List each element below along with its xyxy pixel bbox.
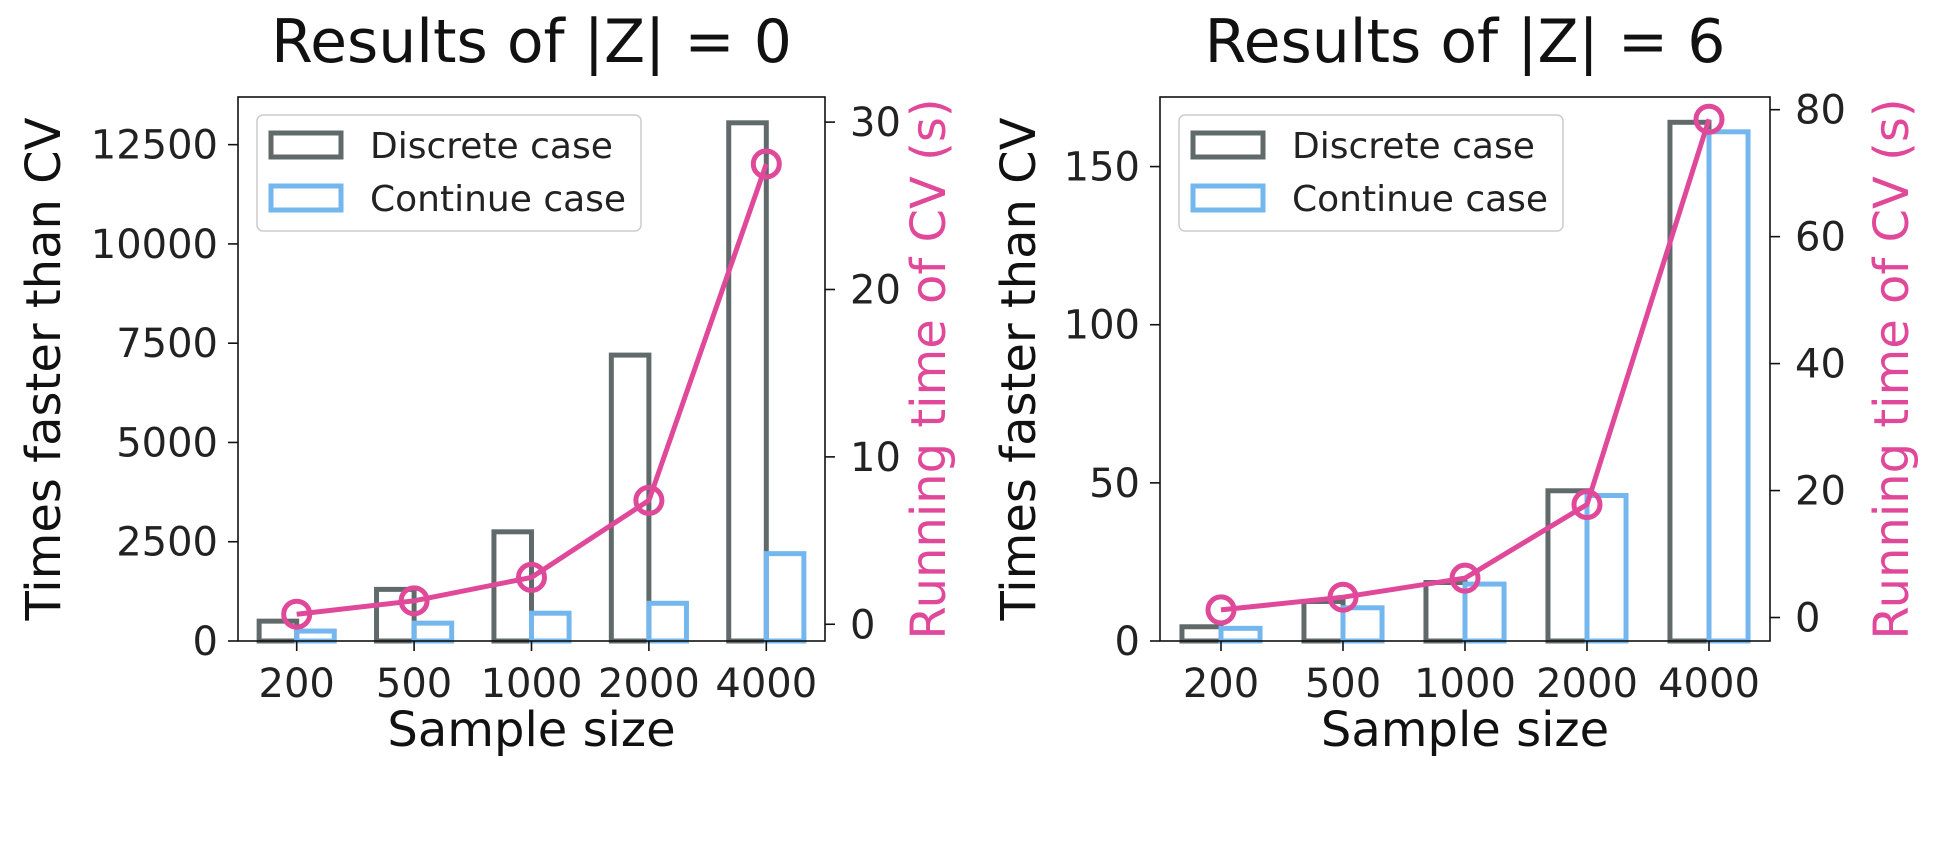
runtime-point-1000 [516,561,547,593]
discrete-bar-4000 [1667,119,1712,644]
y2-tick-label: 80 [1795,88,1846,134]
legend-swatch [1190,183,1266,213]
y-tick-label: 0 [193,619,218,665]
legend-swatch [1190,130,1266,160]
x-tick-label: 1000 [1414,661,1516,707]
continue-bar-1000 [529,610,572,644]
y2-tick-label: 40 [1795,342,1846,388]
runtime-point-4000 [1693,103,1725,135]
runtime-point-500 [398,585,430,617]
continue-bar-2000 [646,600,689,644]
x-tick-label: 500 [376,661,452,707]
x-tick-label: 2000 [1536,661,1638,707]
legend-box [256,114,642,232]
runtime-point-200 [1205,594,1237,626]
legend-label: Continue case [1292,179,1548,220]
runtime-point-500 [1327,581,1359,613]
x-tick-label: 4000 [715,661,817,707]
continue-bar-4000 [763,551,807,644]
y-tick-label: 50 [1089,461,1140,507]
x-axis-label: Sample size [1321,702,1609,758]
discrete-bar-200 [1179,624,1224,644]
y-tick-label: 7500 [116,321,218,367]
y2-tick-label: 0 [1795,596,1820,642]
y-axis-label: Times faster than CV [991,117,1047,621]
chart-panel-z0: 0 2500 5000 7500 10000 12500 0 10 20 30 200 500 1000… [16,7,957,758]
runtime-line [296,163,769,617]
y-tick-label: 100 [1064,303,1140,349]
runtime-point-200 [281,598,313,630]
x-tick-label: 4000 [1658,661,1760,707]
y2-tick-label: 10 [850,435,901,481]
x-axis-label: Sample size [387,702,675,758]
continue-bar-200 [1218,625,1263,644]
legend: Discrete case Continue case [256,114,642,232]
y2-axis-label: Running time of CV (s) [1864,98,1920,639]
legend-swatch [268,130,344,160]
y-tick-label: 0 [1115,619,1140,665]
continue-bar-4000 [1706,129,1751,644]
y2-axis-label: Running time of CV (s) [901,98,957,639]
y-axis-label: Times faster than CV [16,117,72,621]
legend-label: Discrete case [370,126,613,167]
legend-label: Continue case [370,179,626,220]
y2-tick-label: 20 [1795,469,1846,515]
runtime-point-4000 [750,148,782,180]
x-tick-label: 1000 [481,661,583,707]
legend: Discrete case Continue case [1178,114,1564,232]
y2-tick-label: 60 [1795,215,1846,261]
legend-label: Discrete case [1292,126,1535,167]
chart-title: Results of |Z| = 6 [1205,7,1726,77]
runtime-point-2000 [633,484,665,516]
chart-title: Results of |Z| = 0 [271,7,792,77]
y2-tick-label: 30 [850,100,901,146]
continue-bar-200 [294,628,337,644]
y-tick-label: 12500 [91,123,218,169]
y-tick-label: 10000 [91,222,218,268]
continue-bar-500 [1340,605,1385,644]
runtime-line [1220,118,1712,613]
runtime-point-2000 [1571,489,1603,521]
x-tick-label: 2000 [598,661,700,707]
y-tick-label: 5000 [116,420,218,466]
legend-box [1178,114,1564,232]
discrete-bar-4000 [726,120,769,644]
x-tick-label: 200 [1183,661,1259,707]
runtime-point-1000 [1449,562,1481,594]
y2-tick-label: 0 [850,602,875,648]
continue-bar-1000 [1462,581,1507,644]
y-tick-label: 150 [1064,145,1140,191]
discrete-bar-2000 [608,352,652,644]
x-tick-label: 200 [259,661,335,707]
chart-panel-z6: 0 50 100 150 0 20 40 60 80 200 500 1000 2000 4000 Resu… [991,7,1920,758]
continue-bar-500 [411,620,455,644]
y-tick-label: 2500 [116,520,218,566]
y2-tick-label: 20 [850,267,901,313]
x-tick-label: 500 [1305,661,1381,707]
legend-swatch [268,183,344,213]
